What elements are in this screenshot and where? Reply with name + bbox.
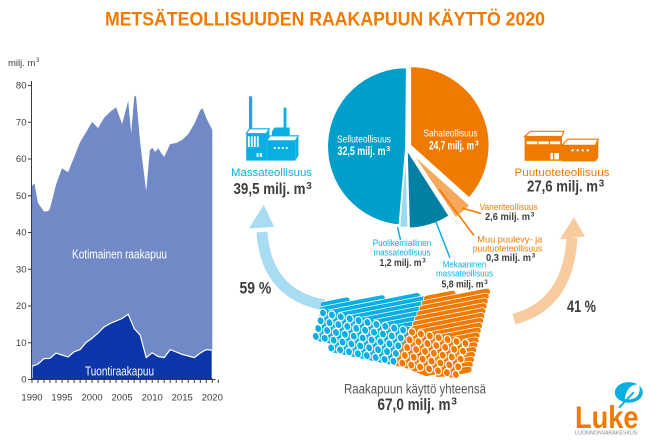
svg-text:1,2 milj. m: 1,2 milj. m: [380, 258, 422, 269]
svg-text:METSÄTEOLLISUUDEN RAAKAPUUN KÄ: METSÄTEOLLISUUDEN RAAKAPUUN KÄYTTÖ 2020: [105, 8, 545, 31]
svg-text:3: 3: [306, 181, 312, 192]
svg-text:1995: 1995: [51, 393, 72, 404]
svg-text:50: 50: [16, 191, 27, 202]
svg-text:70: 70: [16, 118, 27, 129]
svg-text:Sahateollisuus: Sahateollisuus: [424, 129, 478, 140]
svg-text:Muu puulevy- ja: Muu puulevy- ja: [477, 235, 543, 246]
svg-text:3: 3: [451, 397, 457, 408]
svg-text:Mekaaninen: Mekaaninen: [443, 260, 487, 271]
svg-text:2015: 2015: [172, 393, 193, 404]
svg-text:2010: 2010: [142, 393, 163, 404]
svg-text:milj. m: milj. m: [8, 58, 36, 69]
svg-text:Puutuoteteollisuus: Puutuoteteollisuus: [515, 167, 611, 179]
svg-text:3: 3: [386, 145, 390, 153]
svg-text:24,7 milj. m: 24,7 milj. m: [429, 141, 474, 153]
svg-text:30: 30: [16, 264, 27, 275]
svg-text:2000: 2000: [82, 393, 103, 404]
svg-text:3: 3: [36, 58, 40, 64]
svg-text:67,0 milj. m: 67,0 milj. m: [378, 396, 451, 414]
svg-text:LUONNONVARAKESKUS: LUONNONVARAKESKUS: [575, 431, 638, 437]
svg-text:Puolikemiallinen: Puolikemiallinen: [373, 238, 432, 249]
svg-text:39,5 milj. m: 39,5 milj. m: [234, 181, 306, 198]
svg-text:puutuoteteollisuus: puutuoteteollisuus: [473, 244, 543, 255]
svg-text:Luke: Luke: [575, 399, 639, 435]
svg-text:3: 3: [484, 279, 488, 286]
svg-text:3: 3: [532, 253, 536, 260]
svg-text:massateollisuus: massateollisuus: [436, 269, 493, 280]
svg-text:5,8 milj. m: 5,8 milj. m: [442, 280, 484, 291]
svg-text:80: 80: [16, 81, 27, 92]
svg-text:20: 20: [16, 301, 27, 312]
svg-text:60: 60: [16, 154, 27, 165]
svg-text:3: 3: [422, 258, 426, 265]
svg-text:2020: 2020: [202, 393, 223, 404]
svg-text:3: 3: [599, 178, 605, 189]
svg-text:Massateollisuus: Massateollisuus: [231, 167, 313, 179]
svg-text:2,6 milj. m: 2,6 milj. m: [485, 212, 530, 223]
svg-text:Tuontiraakapuu: Tuontiraakapuu: [85, 364, 154, 379]
svg-text:Raakapuun käyttö yhteensä: Raakapuun käyttö yhteensä: [344, 382, 486, 397]
svg-text:0: 0: [21, 375, 26, 386]
svg-text:41 %: 41 %: [567, 298, 596, 316]
svg-text:2005: 2005: [112, 393, 133, 404]
svg-text:10: 10: [16, 338, 27, 349]
svg-text:59 %: 59 %: [240, 280, 272, 298]
svg-text:massateollisuus: massateollisuus: [374, 248, 431, 259]
svg-text:0,3 milj. m: 0,3 milj. m: [486, 253, 531, 264]
svg-text:3: 3: [531, 212, 535, 219]
svg-text:Vaneriteollisuus: Vaneriteollisuus: [480, 202, 538, 213]
svg-text:40: 40: [16, 228, 27, 239]
svg-text:27,6 milj. m: 27,6 milj. m: [527, 179, 598, 196]
svg-text:1990: 1990: [21, 393, 42, 404]
svg-text:Selluteollisuus: Selluteollisuus: [337, 135, 391, 146]
svg-text:3: 3: [475, 140, 479, 148]
svg-text:32,5 milj. m: 32,5 milj. m: [338, 146, 386, 158]
svg-text:Kotimainen raakapuu: Kotimainen raakapuu: [72, 247, 167, 262]
